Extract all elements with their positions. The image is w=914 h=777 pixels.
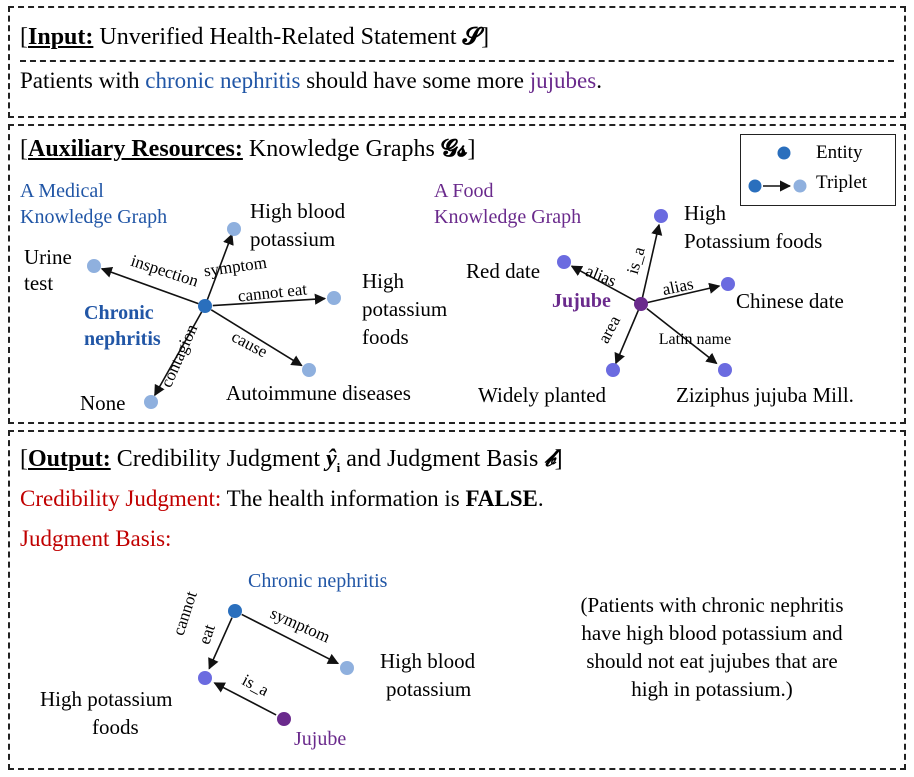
node-dot-food-chinese xyxy=(721,277,735,291)
node-urine-1: Urine xyxy=(24,245,72,269)
node-urine-2: test xyxy=(24,271,54,295)
output-header: [Output: Credibility Judgment ŷi and Jud… xyxy=(20,446,563,475)
node-dot-medical-hbp xyxy=(227,222,241,236)
food-kg-title-2: Knowledge Graph xyxy=(434,206,582,228)
node-dot-medical-urine xyxy=(87,259,101,273)
edge-food-red xyxy=(570,265,636,302)
explanation-2: have high blood potassium and xyxy=(581,621,843,645)
edge-food-hpf xyxy=(641,223,663,299)
food-center-label: Jujube xyxy=(552,290,611,312)
out-node-jujube: Jujube xyxy=(294,728,347,750)
node-ziziphus: Ziziphus jujuba Mill. xyxy=(676,383,854,407)
edge-medical-hpf xyxy=(212,293,327,307)
medical-kg-title-2: Knowledge Graph xyxy=(20,206,168,228)
aux-header: [Auxiliary Resources: Knowledge Graphs 𝓖… xyxy=(20,136,476,162)
auxiliary-panel xyxy=(8,124,906,424)
out-node-hbp-2: potassium xyxy=(386,677,472,701)
edge-food-ziziphus xyxy=(646,307,718,365)
node-dot-chronic-nephritis xyxy=(198,299,212,313)
legend-triplet-from xyxy=(748,179,762,193)
node-hpf-3: foods xyxy=(362,325,409,349)
node-dot-food-widely xyxy=(606,363,620,377)
node-hbp-1: High blood xyxy=(250,199,346,223)
output-panel xyxy=(8,430,906,770)
edge-label-is-a: is_a xyxy=(623,244,649,276)
edge-label-alias1: alias xyxy=(583,261,619,290)
input-header: [Input: Unverified Health-Related Statem… xyxy=(20,24,490,50)
edge-medical-none xyxy=(154,311,203,397)
edge-food-widely xyxy=(614,308,640,365)
edge-medical-urine xyxy=(100,266,199,305)
food-kg-title-1: A Food xyxy=(434,180,494,202)
node-autoimmune: Autoimmune diseases xyxy=(226,381,411,405)
out-edge-label-is-a: is_a xyxy=(239,670,273,700)
medical-center-label-2: nephritis xyxy=(84,328,161,350)
edge-label-cannot-eat: cannot eat xyxy=(237,279,308,305)
out-node-hpf-2: foods xyxy=(92,715,139,739)
node-none: None xyxy=(80,391,126,415)
graph-nodes xyxy=(87,146,807,726)
edge-label-symptom: symptom xyxy=(203,253,268,281)
out-node-hbp-1: High blood xyxy=(380,649,476,673)
node-dot-food-ziziphus xyxy=(718,363,732,377)
out-dot-chronic xyxy=(228,604,242,618)
edge-label-area: area xyxy=(594,312,624,346)
edge-label-contagion: contagion xyxy=(157,321,202,390)
node-dot-medical-auto xyxy=(302,363,316,377)
legend-entity-label: Entity xyxy=(816,142,863,163)
node-dot-jujube xyxy=(634,297,648,311)
out-edge-label-symptom: symptom xyxy=(267,603,333,646)
explanation-3: should not eat jujubes that are xyxy=(586,649,838,673)
node-dot-food-red xyxy=(557,255,571,269)
medical-kg-title-1: A Medical xyxy=(20,180,104,202)
edge-label-latin: Latin name xyxy=(659,331,731,348)
out-dot-hbp xyxy=(340,661,354,675)
node-widely-planted: Widely planted xyxy=(478,383,607,407)
medical-center-label-1: Chronic xyxy=(84,302,154,324)
input-panel xyxy=(8,6,906,118)
input-divider xyxy=(20,60,894,62)
input-statement: Patients with chronic nephritis should h… xyxy=(20,68,602,93)
node-food-hpf-2: Potassium foods xyxy=(684,229,823,253)
edge-label-cause: cause xyxy=(228,327,270,362)
out-node-chronic: Chronic nephritis xyxy=(248,570,388,592)
out-node-hpf-1: High potassium xyxy=(40,687,173,711)
out-edge-label-eat: eat xyxy=(195,622,219,647)
legend-triplet-label: Triplet xyxy=(816,172,868,193)
edge-out-cannot-eat xyxy=(208,617,233,670)
explanation-4: high in potassium.) xyxy=(631,677,793,701)
edge-label-alias2: alias xyxy=(661,274,695,299)
out-dot-hpf xyxy=(198,671,212,685)
node-dot-medical-none xyxy=(144,395,158,409)
edge-out-symptom xyxy=(241,613,340,665)
node-dot-food-hpf xyxy=(654,209,668,223)
edge-medical-auto xyxy=(210,309,303,367)
edge-food-chinese xyxy=(646,282,721,304)
edge-medical-hbp xyxy=(205,233,234,302)
node-food-hpf-1: High xyxy=(684,201,726,225)
legend-triplet-to xyxy=(793,179,807,193)
legend-entity-dot xyxy=(777,146,791,160)
explanation-1: (Patients with chronic nephritis xyxy=(580,593,844,617)
legend xyxy=(740,134,896,206)
credibility-judgment: Credibility Judgment: The health informa… xyxy=(20,486,544,511)
node-dot-medical-hpf xyxy=(327,291,341,305)
out-edge-label-cannot: cannot xyxy=(169,589,201,638)
node-hbp-2: potassium xyxy=(250,227,336,251)
node-hpf-1: High xyxy=(362,269,404,293)
judgment-basis-label: Judgment Basis: xyxy=(20,526,172,551)
edge-label-inspection: inspection xyxy=(129,251,202,291)
node-red-date: Red date xyxy=(466,259,541,283)
edge-out-is-a xyxy=(213,682,277,716)
out-dot-jujube xyxy=(277,712,291,726)
node-chinese-date: Chinese date xyxy=(736,289,844,313)
node-hpf-2: potassium xyxy=(362,297,448,321)
